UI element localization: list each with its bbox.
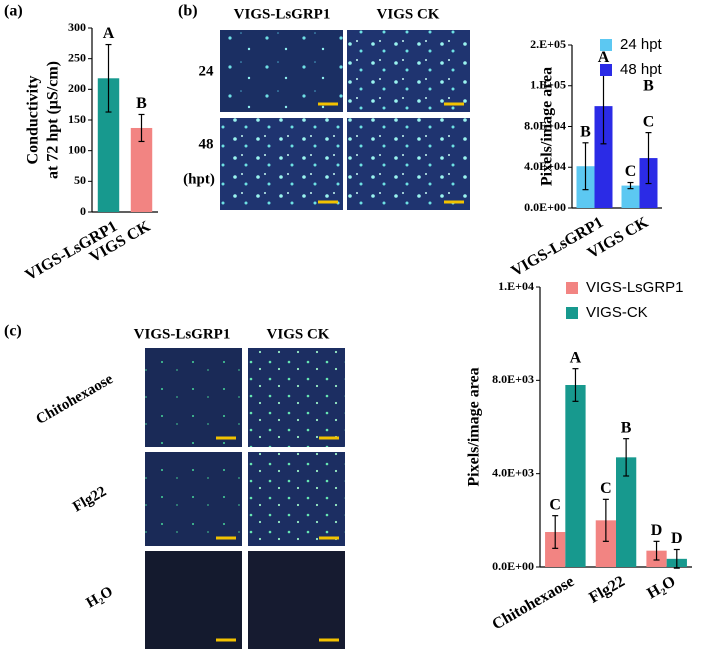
- significance-letter: A: [598, 49, 610, 66]
- x-tick-label: H₂O: [644, 573, 678, 603]
- bar: [97, 78, 120, 212]
- y-tick-label: 8.0E+03: [492, 372, 534, 386]
- y-tick-label: 200: [68, 81, 86, 95]
- y-axis-label: Pixels/image area: [466, 367, 483, 486]
- y-tick-label: 4.0E+04: [524, 159, 566, 173]
- y-tick-label: 1.E+05: [530, 78, 566, 92]
- significance-letter: C: [549, 496, 561, 513]
- bar: [595, 520, 616, 567]
- micrograph: [347, 118, 470, 210]
- y-tick-label: 50: [74, 173, 86, 187]
- x-tick-label: Chitohexaose: [489, 573, 577, 634]
- legend-swatch: [600, 64, 612, 76]
- column-header: VIGS-LsGRP1: [234, 6, 331, 22]
- micrograph: [145, 348, 242, 447]
- significance-letter: A: [570, 349, 582, 366]
- y-tick-label: 2.E+05: [530, 37, 566, 51]
- significance-letter: B: [643, 77, 654, 94]
- y-tick-label: 250: [68, 50, 86, 64]
- y-axis-label: Conductivity: [25, 76, 42, 165]
- legend-label: VIGS-LsGRP1: [586, 279, 684, 296]
- legend-swatch: [566, 282, 578, 294]
- micrograph: [248, 551, 345, 649]
- micrograph: [248, 348, 345, 447]
- row-header: Chitohexaose: [34, 371, 117, 428]
- row-header: Flg22: [70, 484, 109, 516]
- y-tick-label: 0.0E+00: [524, 200, 566, 214]
- bar: [565, 385, 586, 567]
- micrograph-grid-c: VIGS-LsGRP1 VIGS CK Chitohexaose Flg22 H…: [34, 326, 345, 649]
- y-tick-label: 0.0E+00: [492, 559, 534, 573]
- bar: [594, 106, 613, 208]
- column-header: VIGS CK: [267, 326, 330, 342]
- x-tick-label: Flg22: [586, 573, 628, 607]
- row-header: H₂O: [84, 584, 116, 612]
- legend-swatch: [566, 307, 578, 319]
- row-header: 48: [199, 136, 214, 152]
- significance-letter: D: [671, 530, 683, 547]
- row-header: 24: [199, 63, 215, 79]
- bar: [621, 185, 640, 208]
- micrograph: [347, 30, 470, 112]
- bar: [545, 532, 566, 567]
- legend-label: VIGS-CK: [586, 304, 648, 321]
- micrograph: [220, 118, 343, 210]
- micrograph: [145, 551, 242, 649]
- y-tick-label: 100: [68, 142, 86, 156]
- micrograph: [220, 30, 343, 112]
- legend-swatch: [600, 39, 612, 51]
- micrograph: [248, 452, 345, 546]
- scale-bars: [318, 102, 464, 204]
- y-tick-label: 1.E+04: [498, 279, 534, 293]
- significance-letter: A: [103, 25, 115, 42]
- legend-label: 24 hpt: [620, 36, 663, 53]
- panel-label: (b): [178, 3, 198, 20]
- significance-letter: B: [580, 123, 591, 140]
- y-axis-label: at 72 hpt (μS/cm): [45, 61, 62, 179]
- significance-letter: D: [651, 522, 663, 539]
- scale-bars: [216, 436, 339, 642]
- column-header: VIGS CK: [377, 6, 440, 22]
- significance-letter: B: [136, 95, 147, 112]
- significance-letter: C: [600, 480, 612, 497]
- y-tick-label: 300: [68, 20, 86, 34]
- legend-label: 48 hpt: [620, 61, 663, 78]
- y-tick-label: 0: [80, 204, 86, 218]
- micrograph: [145, 452, 242, 546]
- significance-letter: C: [643, 113, 655, 130]
- bar: [616, 457, 637, 567]
- y-tick-label: 4.0E+03: [492, 465, 534, 479]
- significance-letter: B: [621, 419, 632, 436]
- column-header: VIGS-LsGRP1: [134, 326, 231, 342]
- panel-label: (a): [4, 3, 23, 20]
- y-tick-label: 150: [68, 112, 86, 126]
- y-axis-label: Pixels/image area: [539, 67, 556, 186]
- panel-label: (c): [4, 323, 22, 340]
- y-tick-label: 8.0E+04: [524, 118, 566, 132]
- row-unit: (hpt): [183, 171, 215, 187]
- micrograph-grid-b: VIGS-LsGRP1 VIGS CK 24 48 (hpt): [183, 6, 470, 210]
- significance-letter: C: [625, 163, 637, 180]
- bar: [130, 127, 153, 212]
